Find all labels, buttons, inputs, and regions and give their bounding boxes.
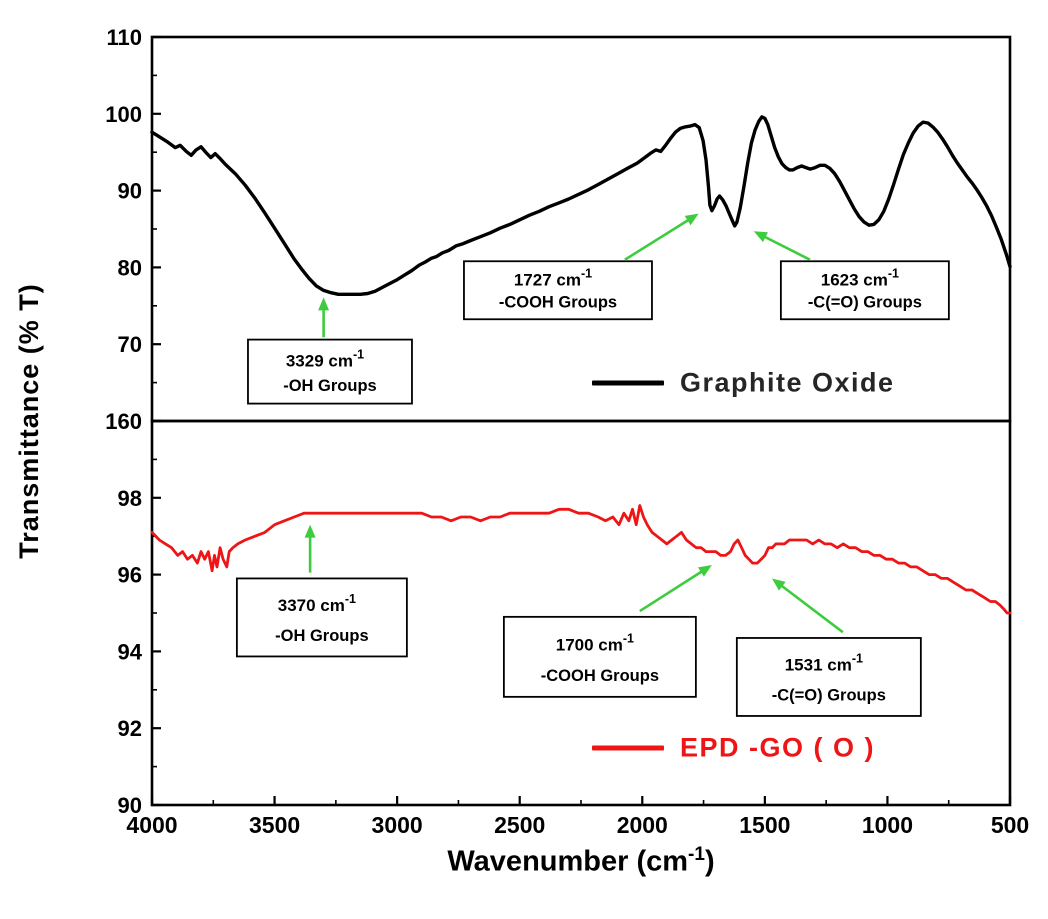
y-tick-label: 110 — [107, 25, 143, 50]
annotation-box — [502, 615, 697, 698]
annotation-group-label: -C(=O) Groups — [808, 294, 922, 312]
annotation-box — [463, 260, 653, 321]
y-tick-label: 70 — [118, 332, 142, 357]
y-tick-label: 98 — [118, 486, 142, 511]
annotation-arrowhead-icon — [304, 524, 316, 538]
y-tick-label: 90 — [118, 179, 142, 204]
x-tick-label: 1000 — [862, 812, 913, 838]
y-tick-label: 100 — [105, 102, 142, 127]
annotation-group-label: -COOH Groups — [541, 667, 659, 685]
x-tick-label: 3500 — [249, 812, 300, 838]
annotation-group-label: -OH Groups — [283, 377, 377, 395]
annotation-wavenumber: 3370 cm-1 — [278, 592, 356, 615]
x-tick-label: 1500 — [739, 812, 790, 838]
y-tick-label: 90 — [118, 793, 142, 818]
x-tick-label: 500 — [991, 812, 1029, 838]
legend-label-graphite-oxide: Graphite Oxide — [680, 367, 895, 398]
legend-line-red-icon — [592, 745, 664, 751]
annotation-arrow — [639, 568, 706, 613]
annotation-wavenumber: 1700 cm-1 — [556, 631, 634, 654]
annotation-wavenumber: 3329 cm-1 — [286, 347, 364, 370]
annotation-box — [247, 338, 413, 405]
annotation-box — [735, 637, 922, 717]
legend-epd-go: EPD -GO ( O ) — [592, 733, 875, 764]
legend-graphite-oxide: Graphite Oxide — [592, 368, 895, 399]
y-tick-label: 80 — [118, 255, 142, 280]
x-tick-label: 2500 — [494, 812, 545, 838]
annotation-arrow — [778, 582, 844, 634]
annotation-wavenumber: 1531 cm-1 — [785, 652, 863, 675]
curve-graphite-oxide — [150, 115, 1012, 296]
annotation-arrow — [624, 217, 692, 261]
x-axis-title-close: ) — [704, 845, 715, 878]
annotation-arrowhead-icon — [771, 578, 786, 591]
annotation-wavenumber: 1623 cm-1 — [821, 267, 899, 290]
annotation-arrowhead-icon — [753, 231, 768, 243]
annotation-box — [779, 260, 950, 321]
annotation-group-label: -OH Groups — [275, 627, 369, 645]
x-tick-label: 4000 — [126, 812, 177, 838]
x-axis-title-text: Wavenumber (cm — [447, 845, 689, 878]
annotation-wavenumber: 1727 cm-1 — [514, 267, 592, 290]
x-axis-title-superscript: -1 — [688, 844, 705, 865]
x-axis-title: Wavenumber (cm-1) — [447, 844, 714, 879]
curve-epd-go-o — [150, 504, 1012, 615]
annotation-arrow — [761, 234, 811, 261]
legend-line-black-icon — [592, 380, 664, 386]
y-tick-label: 94 — [118, 639, 143, 664]
x-tick-label: 3000 — [372, 812, 423, 838]
annotation-box — [235, 577, 408, 658]
annotation-arrowhead-icon — [684, 213, 699, 226]
annotation-group-label: -C(=O) Groups — [772, 686, 886, 704]
x-tick-label: 2000 — [617, 812, 668, 838]
y-tick-label: 96 — [118, 563, 142, 588]
annotation-arrowhead-icon — [318, 297, 330, 311]
annotation-arrowhead-icon — [697, 565, 712, 577]
y-tick-label: 160 — [105, 409, 142, 434]
legend-label-epd-go: EPD -GO ( O ) — [680, 732, 875, 763]
annotation-group-label: -COOH Groups — [499, 294, 617, 312]
y-axis-title: Transmittance (% T) — [14, 283, 44, 559]
y-tick-label: 92 — [118, 716, 142, 741]
